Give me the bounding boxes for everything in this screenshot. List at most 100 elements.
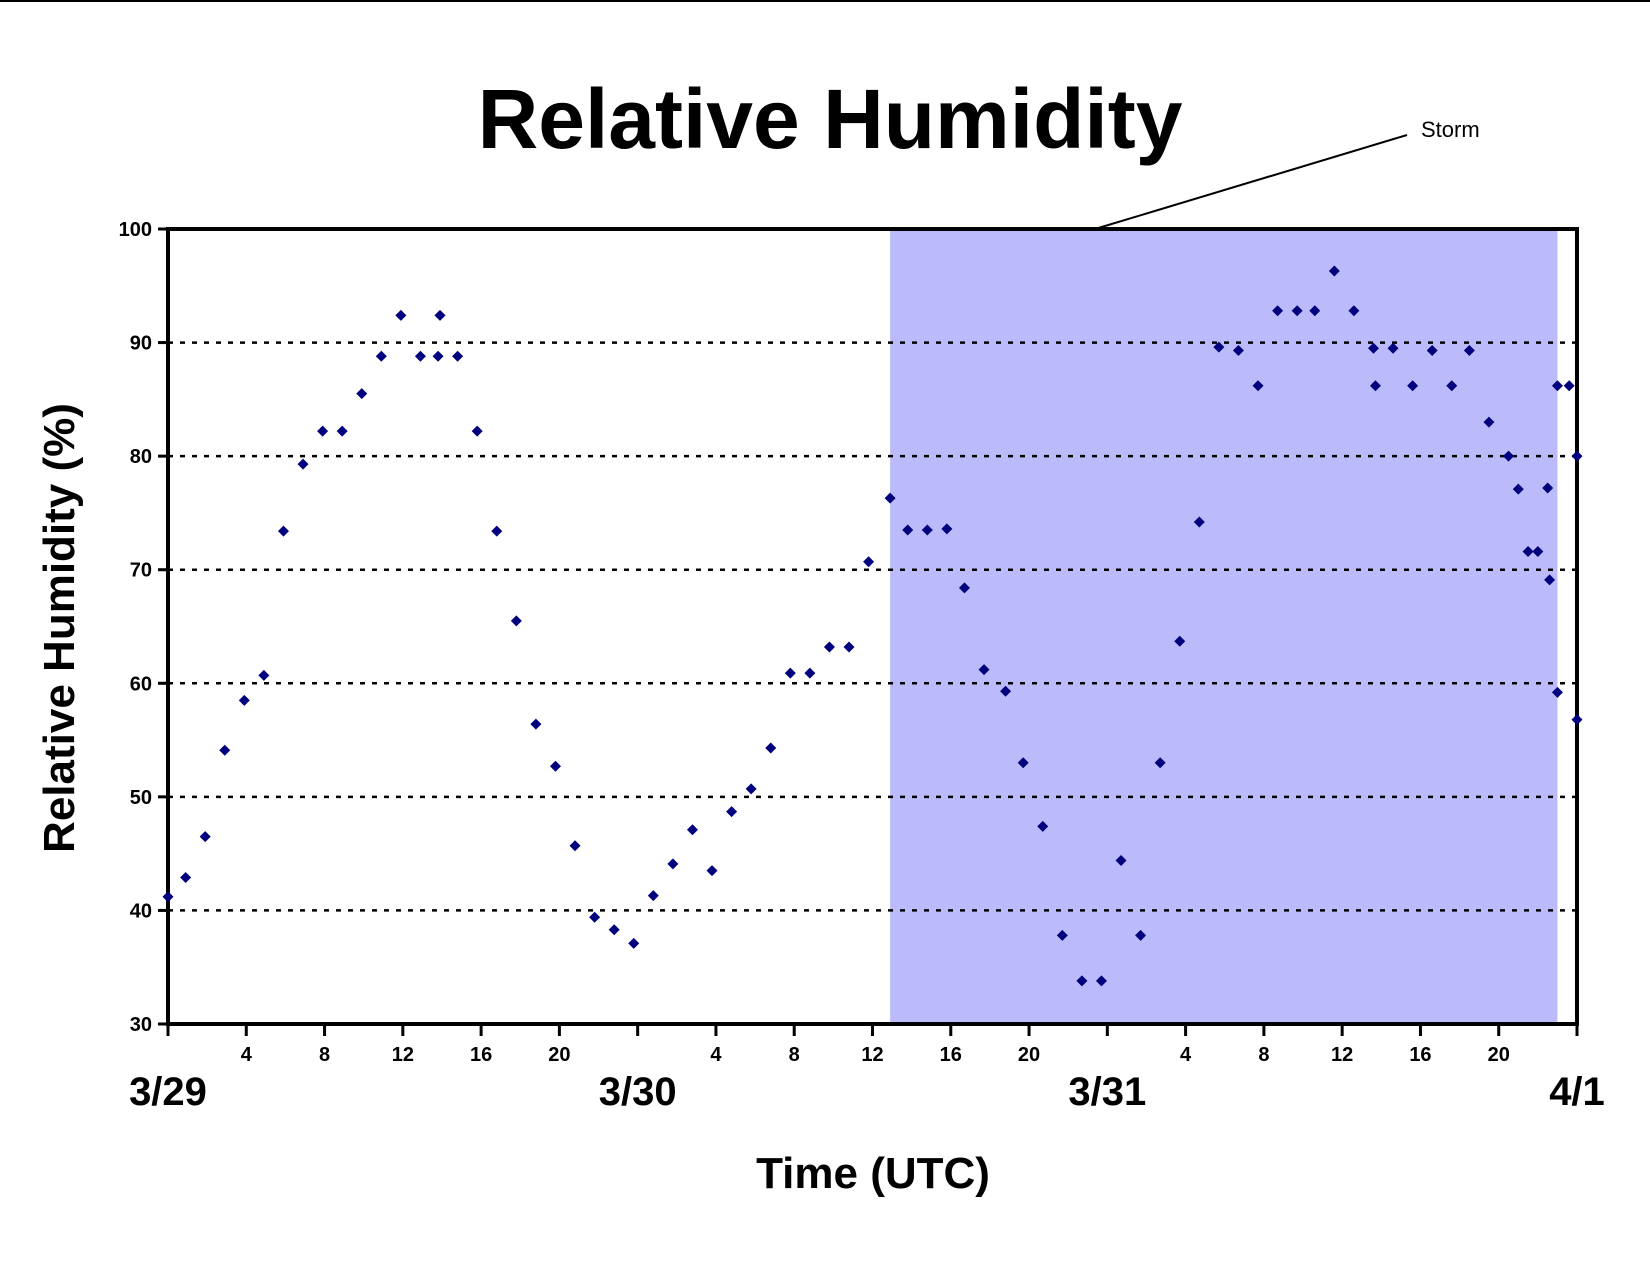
- y-tick-label: 30: [130, 1014, 152, 1036]
- data-point: [589, 911, 601, 923]
- data-point: [336, 425, 348, 437]
- storm-annotation-label: Storm: [1421, 117, 1480, 142]
- data-point: [1076, 975, 1088, 987]
- y-tick-label: 40: [130, 900, 152, 922]
- data-point: [1463, 345, 1475, 357]
- data-point: [452, 350, 464, 362]
- x-tick-label: 8: [319, 1044, 330, 1066]
- data-point: [958, 582, 970, 594]
- date-labels: 3/29 3/30 3/31 4/1: [129, 1070, 1605, 1114]
- storm-shaded-region: [890, 229, 1558, 1024]
- data-point: [647, 890, 659, 902]
- data-point: [530, 718, 542, 730]
- y-axis-title: Relative Humidity (%): [35, 403, 84, 853]
- data-point: [1232, 345, 1244, 357]
- data-point: [1551, 380, 1563, 392]
- x-tick-label: 12: [1331, 1044, 1353, 1066]
- data-point: [1563, 380, 1575, 392]
- data-point: [843, 641, 855, 653]
- data-point: [784, 667, 796, 679]
- x-tick-label: 12: [392, 1044, 414, 1066]
- data-point: [238, 694, 250, 706]
- data-point: [432, 350, 444, 362]
- data-point: [1367, 342, 1379, 354]
- data-point: [628, 937, 640, 949]
- data-point: [317, 425, 329, 437]
- data-point: [510, 615, 522, 627]
- data-point: [1252, 380, 1264, 392]
- data-point: [356, 388, 368, 400]
- data-point: [375, 350, 387, 362]
- data-point: [1369, 380, 1381, 392]
- data-point: [745, 783, 757, 795]
- date-label: 3/29: [129, 1070, 207, 1114]
- data-point: [863, 556, 875, 568]
- x-tick-label: 20: [548, 1044, 570, 1066]
- storm-annotation-leader: [1094, 134, 1408, 230]
- data-point: [1446, 380, 1458, 392]
- data-point: [804, 667, 816, 679]
- data-point: [1017, 757, 1029, 769]
- data-point: [1154, 757, 1166, 769]
- data-point: [414, 350, 426, 362]
- data-point: [258, 669, 270, 681]
- data-point: [549, 760, 561, 772]
- y-tick-label: 60: [130, 673, 152, 695]
- data-point: [1309, 305, 1321, 317]
- data-point: [902, 524, 914, 536]
- data-point: [941, 523, 953, 535]
- data-point: [1174, 635, 1186, 647]
- x-tick-label: 20: [1488, 1044, 1510, 1066]
- data-point: [884, 492, 896, 504]
- data-point: [1291, 305, 1303, 317]
- x-tick-label: 4: [241, 1044, 253, 1066]
- data-point: [726, 806, 738, 818]
- data-point: [1037, 820, 1049, 832]
- data-point: [1213, 341, 1225, 353]
- data-point: [1348, 305, 1360, 317]
- data-point: [1193, 516, 1205, 528]
- data-point: [1387, 342, 1399, 354]
- data-point: [219, 744, 231, 756]
- data-point: [180, 871, 192, 883]
- x-axis-title: Time (UTC): [756, 1149, 990, 1198]
- data-point: [1056, 929, 1068, 941]
- data-point: [921, 524, 933, 536]
- data-point: [277, 525, 289, 537]
- x-tick-label: 16: [940, 1044, 962, 1066]
- data-point: [706, 865, 718, 877]
- y-tick-label: 70: [130, 560, 152, 582]
- x-tick-label: 8: [1258, 1044, 1269, 1066]
- data-point: [978, 664, 990, 676]
- data-point: [162, 891, 174, 903]
- data-point: [1571, 714, 1583, 726]
- x-tick-label: 4: [710, 1044, 722, 1066]
- data-point: [1571, 450, 1583, 462]
- y-tick-label: 90: [130, 333, 152, 355]
- data-point: [395, 309, 407, 321]
- date-label: 3/30: [599, 1070, 677, 1114]
- data-point: [1503, 450, 1515, 462]
- data-point: [667, 858, 679, 870]
- y-axis: 30 40 50 60 70 80 90 100: [119, 219, 168, 1036]
- data-point: [1512, 483, 1524, 495]
- data-point: [686, 824, 698, 836]
- y-tick-label: 50: [130, 787, 152, 809]
- y-tick-label: 80: [130, 446, 152, 468]
- data-point: [1426, 345, 1438, 357]
- data-point: [199, 831, 211, 843]
- data-point: [1095, 975, 1107, 987]
- data-point: [1115, 854, 1127, 866]
- x-tick-label: 12: [861, 1044, 883, 1066]
- date-label: 4/1: [1549, 1070, 1605, 1114]
- x-tick-label: 4: [1180, 1044, 1192, 1066]
- data-point: [569, 840, 581, 852]
- chart-title: Relative Humidity: [478, 72, 1183, 166]
- data-point: [1483, 416, 1495, 428]
- data-point: [1544, 574, 1556, 586]
- data-point: [1272, 305, 1284, 317]
- data-point: [1551, 686, 1563, 698]
- data-point: [1522, 546, 1534, 558]
- date-label: 3/31: [1068, 1070, 1146, 1114]
